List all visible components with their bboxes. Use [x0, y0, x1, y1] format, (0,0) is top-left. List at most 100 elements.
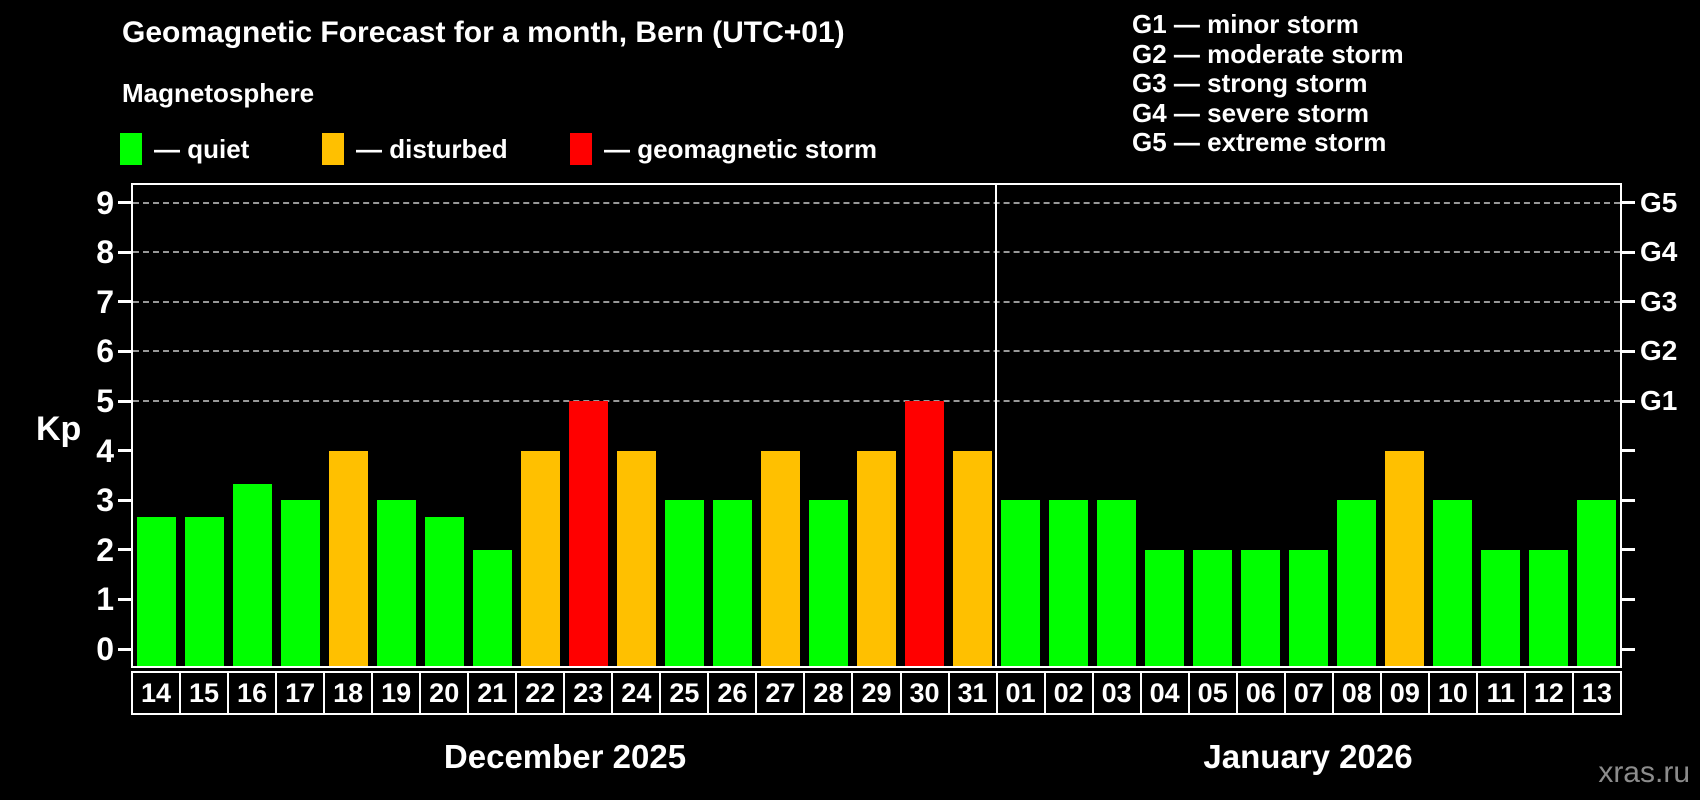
kp-bar-25 — [665, 500, 705, 666]
kp-bar-23 — [569, 401, 609, 666]
gridline-kp9 — [133, 201, 1620, 204]
date-cell-04: 04 — [1141, 673, 1190, 713]
kp-bar-29 — [857, 450, 896, 666]
date-cell-02: 02 — [1045, 673, 1094, 713]
date-cell-23: 23 — [565, 673, 614, 713]
date-cell-13: 13 — [1573, 673, 1620, 713]
date-cell-20: 20 — [421, 673, 470, 713]
legend-label-quiet: — quiet — [154, 133, 250, 164]
date-cell-18: 18 — [325, 673, 374, 713]
left-tick-kp9 — [118, 201, 131, 205]
legend-label-disturbed: — disturbed — [356, 133, 508, 164]
right-tick-kp0 — [1622, 647, 1635, 651]
date-cell-08: 08 — [1333, 673, 1382, 713]
g2-legend-line: G2 — moderate storm — [1132, 38, 1404, 69]
legend-item-storm: — geomagnetic storm — [570, 132, 877, 166]
right-tick-kp2 — [1622, 548, 1635, 552]
g4-legend-line: G4 — severe storm — [1132, 97, 1370, 128]
y-axis-label-0: 0 — [96, 631, 114, 667]
kp-bar-03 — [1096, 500, 1136, 666]
date-cell-25: 25 — [661, 673, 710, 713]
y-axis-label-4: 4 — [96, 432, 114, 469]
date-cell-19: 19 — [373, 673, 422, 713]
kp-bar-28 — [809, 500, 849, 666]
g-axis-label-G1: G1 — [1640, 385, 1678, 416]
watermark: xras.ru — [1598, 756, 1690, 789]
date-cell-05: 05 — [1189, 673, 1238, 713]
date-cell-15: 15 — [181, 673, 230, 713]
month-divider-line — [995, 185, 998, 666]
g-axis-label-G5: G5 — [1640, 186, 1678, 218]
date-cell-03: 03 — [1093, 673, 1142, 713]
plot-area — [131, 183, 1622, 668]
kp-bar-07 — [1288, 549, 1328, 666]
y-axis-label-8: 8 — [96, 234, 114, 271]
kp-bar-16 — [233, 483, 273, 666]
kp-bar-12 — [1528, 549, 1568, 666]
date-cell-27: 27 — [757, 673, 806, 713]
kp-bar-26 — [713, 500, 753, 666]
date-cell-31: 31 — [949, 673, 998, 713]
y-axis-label-7: 7 — [96, 283, 114, 320]
disturbed-color-swatch — [322, 133, 344, 165]
kp-bar-11 — [1480, 549, 1520, 666]
month-label-january: January 2026 — [1203, 738, 1413, 775]
kp-bar-02 — [1048, 500, 1088, 666]
right-tick-kp6 — [1622, 349, 1635, 353]
date-cell-07: 07 — [1285, 673, 1334, 713]
kp-bar-15 — [185, 516, 225, 666]
left-tick-kp8 — [118, 250, 131, 254]
kp-bar-22 — [521, 450, 561, 666]
kp-bar-08 — [1336, 500, 1376, 666]
kp-bar-04 — [1144, 549, 1184, 666]
kp-bar-31 — [952, 450, 992, 666]
kp-bar-20 — [425, 516, 465, 666]
kp-bar-13 — [1576, 500, 1616, 666]
date-cell-16: 16 — [229, 673, 278, 713]
gridline-kp8 — [133, 251, 1620, 254]
date-cell-21: 21 — [469, 673, 518, 713]
kp-bar-14 — [137, 516, 177, 666]
right-tick-kp9 — [1622, 201, 1635, 205]
legend-item-quiet: — quiet — [120, 132, 249, 166]
kp-bar-10 — [1432, 500, 1472, 666]
date-cell-11: 11 — [1477, 673, 1526, 713]
date-cell-10: 10 — [1429, 673, 1478, 713]
g-axis-label-G2: G2 — [1640, 335, 1678, 367]
g3-legend-line: G3 — strong storm — [1132, 68, 1368, 98]
kp-bar-06 — [1240, 549, 1280, 666]
right-tick-kp7 — [1622, 300, 1635, 304]
y-axis-label-1: 1 — [96, 581, 114, 618]
y-axis-label-6: 6 — [96, 333, 114, 370]
date-cell-14: 14 — [133, 673, 182, 713]
right-tick-kp8 — [1622, 250, 1635, 254]
date-cell-17: 17 — [277, 673, 326, 713]
g-scale-legend: G1 — minor storm G2 — moderate storm G3 … — [1132, 9, 1404, 158]
gridline-kp7 — [133, 300, 1620, 303]
magnetosphere-label: Magnetosphere — [122, 78, 315, 108]
quiet-color-swatch — [120, 133, 142, 165]
left-tick-kp1 — [118, 597, 131, 601]
g-axis-label-G4: G4 — [1640, 236, 1678, 268]
right-tick-kp1 — [1622, 597, 1635, 601]
kp-bar-18 — [329, 450, 369, 666]
y-axis-label-5: 5 — [96, 383, 114, 419]
left-tick-kp6 — [118, 349, 131, 353]
y-axis-label-2: 2 — [96, 531, 114, 568]
legend-item-disturbed: — disturbed — [322, 132, 508, 166]
date-axis-row: 14 15 16 17 18 19 20 21 22 23 24 25 26 27 28 29 30 31 01 02… — [131, 671, 1622, 715]
g-axis-label-G3: G3 — [1640, 285, 1678, 317]
right-tick-kp3 — [1622, 498, 1635, 502]
date-cell-09: 09 — [1381, 673, 1430, 713]
left-tick-kp3 — [118, 498, 131, 502]
kp-bar-27 — [761, 450, 801, 666]
date-cell-06: 06 — [1237, 673, 1286, 713]
gridline-kp5 — [133, 400, 1620, 402]
date-cell-26: 26 — [709, 673, 758, 713]
date-cell-24: 24 — [613, 673, 662, 713]
y-axis-label-3: 3 — [96, 482, 114, 519]
kp-bar-21 — [473, 549, 513, 666]
right-tick-kp4 — [1622, 449, 1635, 453]
storm-color-swatch — [570, 133, 592, 165]
